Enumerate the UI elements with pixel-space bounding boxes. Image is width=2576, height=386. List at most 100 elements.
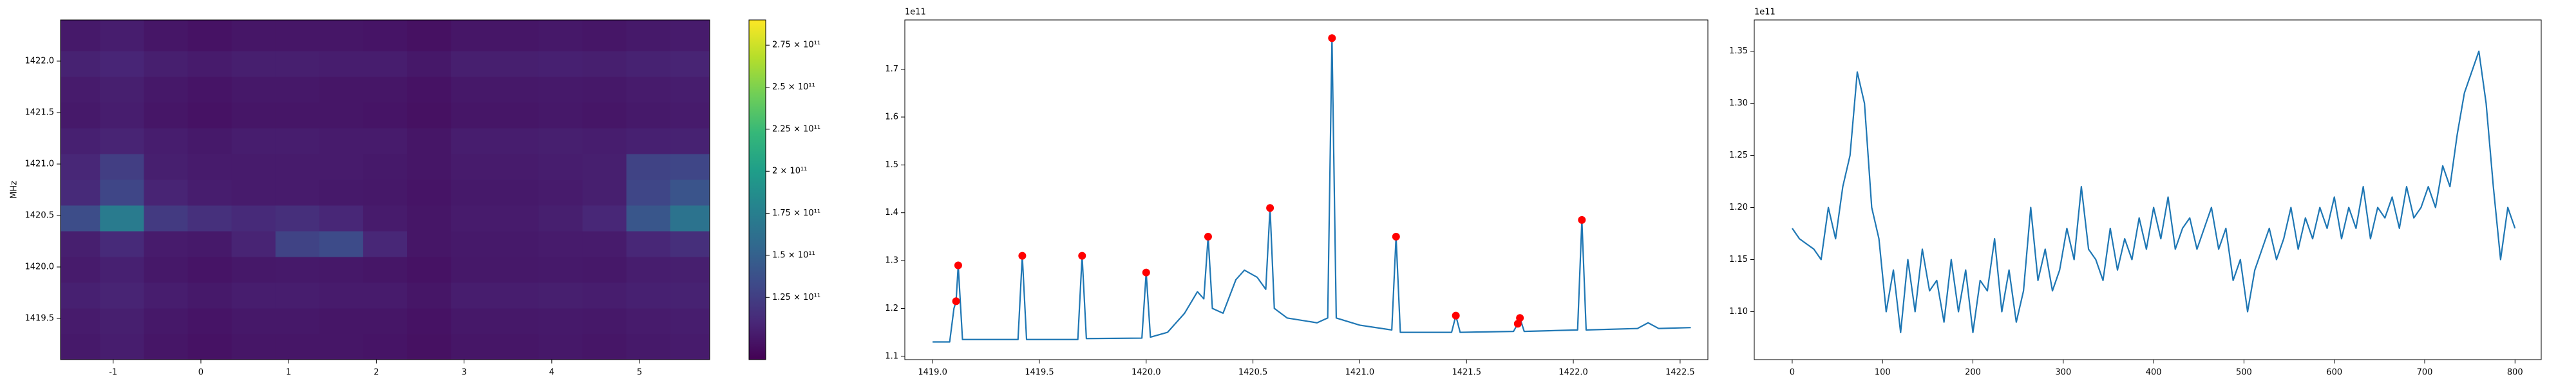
x-tick-label: 3 <box>461 368 466 378</box>
heatmap-cell <box>144 334 189 360</box>
heatmap-cell <box>61 154 100 180</box>
heatmap-cell <box>319 334 364 360</box>
heatmap-cell <box>582 308 627 335</box>
heatmap-cell <box>495 282 539 309</box>
heatmap-cell <box>100 282 144 309</box>
heatmap-cell <box>319 154 364 180</box>
heatmap-cell <box>61 179 100 206</box>
x-tick-label: 300 <box>2055 368 2071 378</box>
heatmap-cell <box>363 257 408 283</box>
heatmap-cell <box>100 334 144 360</box>
x-tick-label: 100 <box>1875 368 1891 378</box>
heatmap-cell <box>61 257 100 283</box>
heatmap-cell <box>495 257 539 283</box>
x-tick-label: 400 <box>2146 368 2162 378</box>
heatmap-cell <box>231 128 276 154</box>
heatmap-cell <box>61 128 100 154</box>
y-axis-label: MHz <box>10 181 19 199</box>
heatmap-cell <box>231 282 276 309</box>
y-tick-label: 1.10 <box>1729 307 1748 317</box>
peak-marker <box>1142 268 1150 277</box>
heatmap-cell <box>495 102 539 129</box>
heatmap-cell <box>451 77 495 103</box>
heatmap-cell <box>144 128 189 154</box>
heatmap-cell <box>100 308 144 335</box>
y-tick-label: 1.25 <box>1729 151 1748 160</box>
colorbar-tick-label: 2.75 × 10¹¹ <box>772 41 820 50</box>
heatmap-cell <box>231 205 276 232</box>
peak-marker <box>1266 204 1274 212</box>
heatmap-cell <box>495 179 539 206</box>
heatmap-cell <box>275 334 320 360</box>
heatmap-cell <box>319 20 364 51</box>
heatmap-cell <box>626 257 671 283</box>
heatmap-cell <box>582 282 627 309</box>
axes-frame <box>60 19 710 360</box>
heatmap-cell <box>582 77 627 103</box>
heatmap-cell <box>275 179 320 206</box>
heatmap-cell <box>626 308 671 335</box>
heatmap <box>61 20 710 360</box>
plot-area <box>933 34 1691 343</box>
heatmap-cell <box>187 154 232 180</box>
heatmap-cell <box>538 102 583 129</box>
peak-marker <box>954 261 962 270</box>
heatmap-cell <box>231 154 276 180</box>
heatmap-cell <box>670 102 710 129</box>
heatmap-cell <box>363 231 408 257</box>
heatmap-cell <box>582 154 627 180</box>
x-tick-label: 200 <box>1965 368 1981 378</box>
heatmap-cell <box>275 231 320 257</box>
heatmap-cell <box>582 231 627 257</box>
heatmap-cell <box>319 257 364 283</box>
heatmap-cell <box>670 257 710 283</box>
peak-marker <box>1452 311 1460 320</box>
heatmap-cell <box>275 102 320 129</box>
heatmap-cell <box>275 205 320 232</box>
heatmap-cell <box>100 51 144 77</box>
heatmap-cell <box>363 51 408 77</box>
heatmap-cell <box>100 102 144 129</box>
heatmap-cell <box>495 205 539 232</box>
heatmap-cell <box>670 282 710 309</box>
heatmap-cell <box>495 308 539 335</box>
peak-marker <box>1204 232 1212 241</box>
heatmap-cell <box>670 308 710 335</box>
heatmap-cell <box>187 51 232 77</box>
heatmap-cell <box>363 308 408 335</box>
heatmap-cell <box>319 179 364 206</box>
heatmap-cell <box>231 257 276 283</box>
heatmap-cell <box>626 282 671 309</box>
heatmap-cell <box>670 231 710 257</box>
heatmap-cell <box>144 77 189 103</box>
y-tick-label: 1.4 <box>885 208 898 217</box>
heatmap-cell <box>319 77 364 103</box>
y-tick-label: 1419.5 <box>25 314 55 324</box>
y-tick-label: 1422.0 <box>25 57 55 66</box>
heatmap-cell <box>319 102 364 129</box>
heatmap-cell <box>187 179 232 206</box>
x-tick-label: 1422.0 <box>1558 368 1588 378</box>
heatmap-cell <box>495 77 539 103</box>
y-tick-label: 1.5 <box>885 160 898 170</box>
peak-marker <box>1328 34 1336 42</box>
heatmap-cell <box>407 308 451 335</box>
heatmap-cell <box>319 205 364 232</box>
heatmap-cell <box>451 154 495 180</box>
heatmap-cell <box>582 102 627 129</box>
y-tick-label: 1.20 <box>1729 203 1748 212</box>
heatmap-cell <box>670 128 710 154</box>
y-tick-label: 1.1 <box>885 351 898 361</box>
heatmap-cell <box>319 282 364 309</box>
heatmap-cell <box>144 20 189 51</box>
heatmap-cell <box>495 51 539 77</box>
heatmap-cell <box>363 334 408 360</box>
heatmap-cell <box>538 20 583 51</box>
line-series <box>1792 50 2516 333</box>
colorbar-tick-label: 1.75 × 10¹¹ <box>772 208 820 218</box>
heatmap-cell <box>538 179 583 206</box>
heatmap-cell <box>61 102 100 129</box>
heatmap-cell <box>61 334 100 360</box>
line-series <box>933 37 1691 343</box>
colorbar-tick-label: 2.25 × 10¹¹ <box>772 124 820 134</box>
